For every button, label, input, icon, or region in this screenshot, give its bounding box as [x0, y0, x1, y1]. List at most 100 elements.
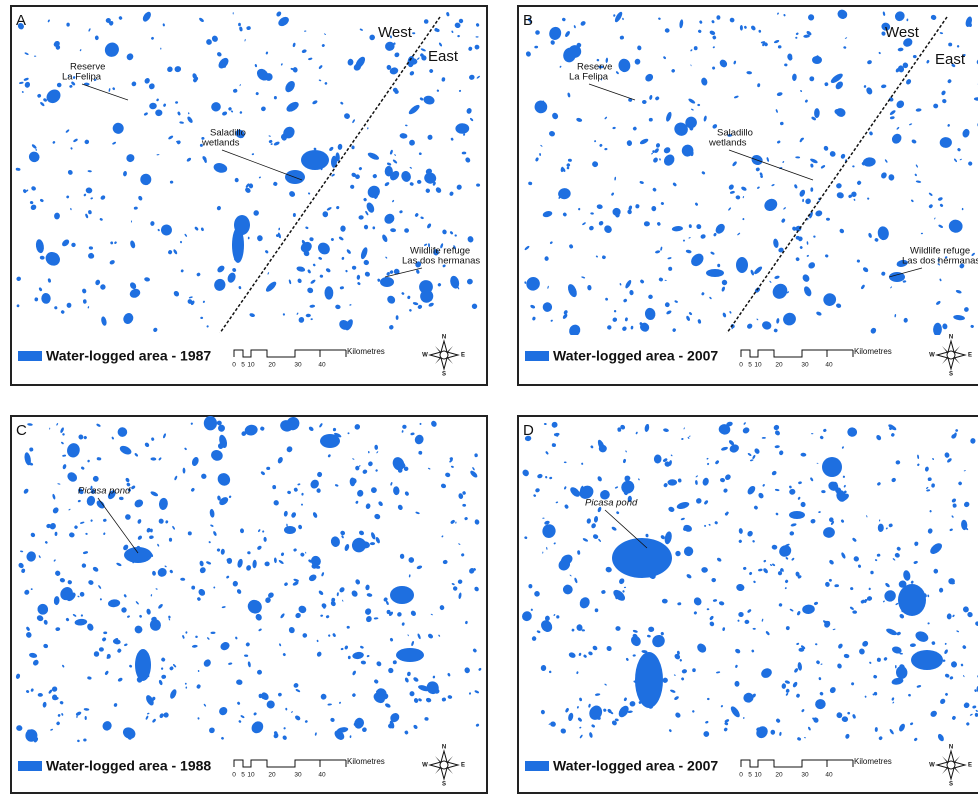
compass-label: E: [968, 353, 972, 359]
water-body: [410, 691, 415, 696]
legend-swatch: [18, 761, 42, 771]
scale-tick-label: 10: [754, 772, 762, 779]
place-label: La Felipa: [569, 72, 609, 83]
scale-tick-label: 30: [801, 362, 809, 369]
compass-label: E: [968, 763, 972, 769]
legend-label: Water-logged area - 2007: [553, 348, 718, 364]
compass-label: S: [949, 782, 953, 788]
water-body: [301, 150, 329, 170]
water-body: [812, 56, 822, 64]
place-label: wetlands: [201, 138, 240, 149]
scale-tick-label: 30: [294, 772, 302, 779]
direction-label: East: [428, 48, 459, 65]
compass-label: N: [442, 335, 446, 341]
compass-label: W: [422, 353, 428, 359]
map-panel: D Picasa pond Water-logged area - 2007 0510…: [517, 415, 978, 794]
water-body: [911, 650, 943, 670]
scale-tick-label: 20: [775, 362, 783, 369]
scale-tick-label: 40: [825, 362, 833, 369]
direction-label: West: [885, 24, 920, 41]
panel-letter: B: [523, 12, 533, 29]
place-label: Las dos hermanas: [902, 256, 978, 267]
compass-label: N: [949, 335, 953, 341]
scale-tick-label: 20: [268, 362, 276, 369]
water-body: [706, 269, 724, 277]
scale-tick-label: 10: [247, 362, 255, 369]
water-body: [135, 649, 151, 681]
panel-letter: C: [16, 422, 27, 439]
scale-tick-label: 0: [739, 772, 743, 779]
legend-label: Water-logged area - 1988: [46, 758, 211, 774]
water-body: [635, 652, 663, 708]
water-body: [204, 416, 217, 430]
place-label: La Felipa: [62, 72, 102, 83]
water-body: [822, 457, 842, 477]
legend-label: Water-logged area - 1987: [46, 348, 211, 364]
water-body: [380, 277, 394, 287]
compass-label: W: [929, 353, 935, 359]
legend-swatch: [525, 761, 549, 771]
water-body: [396, 648, 424, 662]
water-body: [320, 434, 340, 448]
compass-label: N: [442, 745, 446, 751]
compass-label: S: [949, 372, 953, 378]
water-body: [642, 100, 647, 104]
legend-label: Water-logged area - 2007: [553, 758, 718, 774]
panel-letter: D: [523, 422, 534, 439]
map-panel: CPicasa pondWater-logged area - 19880510…: [10, 415, 488, 794]
scale-tick-label: 30: [294, 362, 302, 369]
legend-swatch: [18, 351, 42, 361]
legend-swatch: [525, 351, 549, 361]
water-body: [124, 547, 152, 563]
scale-tick-label: 40: [825, 772, 833, 779]
compass-rose: [440, 761, 448, 769]
water-body: [962, 208, 964, 210]
compass-label: S: [442, 372, 446, 378]
compass-rose: [947, 351, 955, 359]
place-label: Picasa pond: [585, 498, 638, 509]
water-body: [396, 315, 399, 320]
water-body: [736, 257, 748, 273]
water-body: [409, 557, 415, 563]
place-label: Las dos hermanas: [402, 256, 480, 267]
place-label: Picasa pond: [78, 486, 131, 497]
water-body: [66, 23, 69, 27]
water-body: [169, 538, 172, 542]
water-body: [234, 215, 250, 235]
direction-label: West: [378, 24, 413, 41]
place-label: wetlands: [708, 138, 747, 149]
water-body: [898, 584, 926, 616]
water-body: [424, 19, 429, 24]
water-body: [528, 584, 532, 588]
scale-tick-label: 0: [232, 362, 236, 369]
figure: AWestEastReserveLa FelipaSaladillowetlan…: [0, 0, 978, 794]
water-body: [735, 681, 740, 687]
scale-tick-label: 5: [241, 362, 245, 369]
water-body: [716, 15, 720, 20]
map-panel: AWestEastReserveLa FelipaSaladillowetlan…: [10, 5, 488, 386]
scale-unit: Kilometres: [347, 757, 385, 766]
scale-tick-label: 5: [748, 362, 752, 369]
water-body: [99, 647, 104, 651]
compass-label: W: [422, 763, 428, 769]
scale-tick-label: 5: [241, 772, 245, 779]
compass-label: E: [461, 763, 465, 769]
water-body: [83, 739, 86, 742]
scale-tick-label: 10: [247, 772, 255, 779]
water-body: [238, 23, 241, 27]
scale-unit: Kilometres: [347, 347, 385, 356]
water-body: [789, 511, 805, 519]
compass-label: W: [929, 763, 935, 769]
scale-tick-label: 20: [775, 772, 783, 779]
scale-unit: Kilometres: [854, 347, 892, 356]
compass-rose: [947, 761, 955, 769]
compass-rose: [440, 351, 448, 359]
water-body: [390, 586, 414, 604]
scale-tick-label: 5: [748, 772, 752, 779]
compass-label: E: [461, 353, 465, 359]
compass-label: S: [442, 782, 446, 788]
direction-label: East: [935, 51, 966, 68]
scale-tick-label: 0: [739, 362, 743, 369]
compass-label: N: [949, 745, 953, 751]
scale-tick-label: 40: [318, 362, 326, 369]
